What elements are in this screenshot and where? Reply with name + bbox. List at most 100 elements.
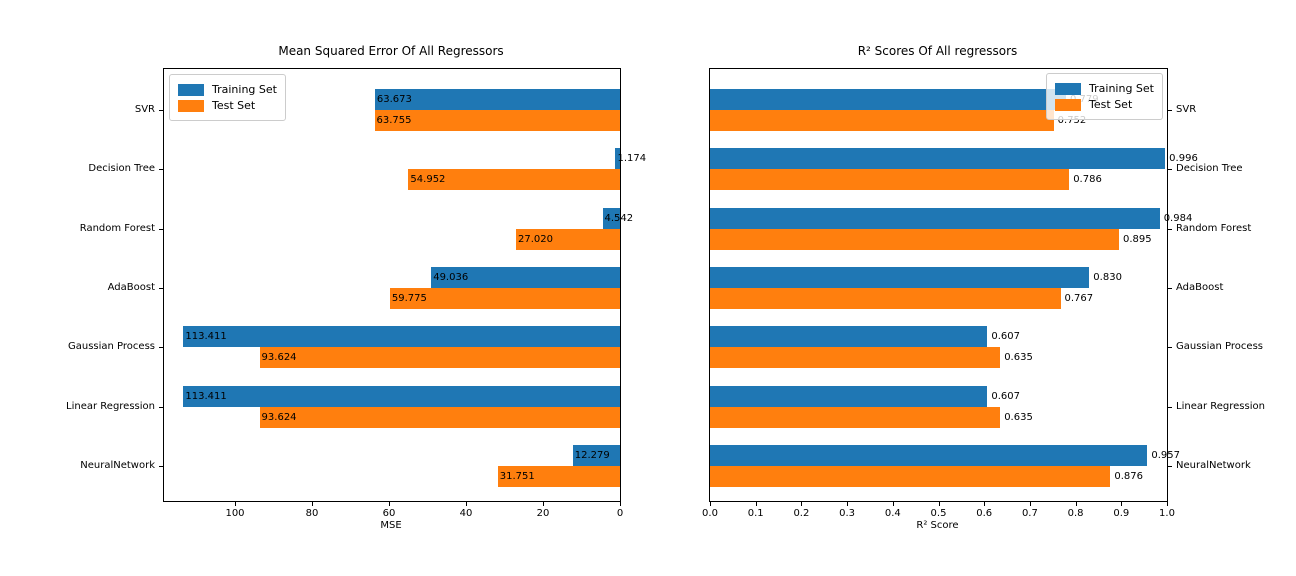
legend-item: Training Set (178, 83, 277, 96)
x-tick-mark (466, 502, 467, 506)
bar-training-set (183, 326, 620, 348)
x-tick-label: 0.6 (976, 508, 993, 519)
bar-test-set (710, 406, 1001, 428)
y-tick-label: Random Forest (1176, 222, 1252, 234)
value-label: 63.755 (376, 115, 412, 126)
value-label: 0.876 (1114, 470, 1143, 482)
value-label: 0.895 (1123, 233, 1152, 245)
value-label: 1.174 (617, 153, 647, 165)
x-tick-label: 40 (459, 508, 473, 519)
x-tick-label: 0.1 (747, 508, 764, 519)
legend-swatch (1055, 98, 1082, 111)
y-tick-label: Gaussian Process (68, 341, 155, 353)
bar-test-set (259, 406, 620, 428)
y-tick-mark (1168, 110, 1172, 111)
chart-title: Mean Squared Error Of All Regressors (278, 44, 504, 58)
x-tick-mark (312, 502, 313, 506)
value-label: 31.751 (499, 470, 535, 482)
legend-swatch (178, 99, 204, 112)
y-tick-mark (159, 110, 163, 111)
legend-item: Training Set (1055, 82, 1154, 95)
value-label: 0.607 (991, 390, 1021, 402)
value-label: 27.020 (517, 233, 553, 245)
y-tick-label: SVR (134, 104, 155, 115)
value-label: 0.786 (1073, 174, 1102, 186)
y-tick-label: Linear Regression (1176, 400, 1265, 412)
x-tick-label: 0.8 (1067, 508, 1084, 519)
bar-training-set (710, 148, 1166, 170)
bar-training-set (431, 266, 620, 288)
y-tick-label: Random Forest (79, 222, 155, 234)
x-tick-mark (1167, 502, 1168, 506)
x-tick-label: 60 (382, 508, 396, 519)
x-tick-mark (1029, 502, 1031, 506)
y-tick-mark (1168, 465, 1172, 467)
bar-test-set (710, 347, 1001, 369)
x-tick-label: 0.9 (1113, 508, 1130, 519)
y-tick-label: NeuralNetwork (80, 459, 155, 471)
bar-test-set (389, 287, 620, 309)
x-tick-label: 80 (305, 508, 319, 519)
x-tick-mark (543, 502, 544, 506)
bar-training-set (710, 326, 988, 348)
x-tick-mark (892, 502, 894, 506)
bar-training-set (710, 266, 1090, 288)
x-tick-mark (1121, 502, 1123, 506)
x-tick-mark (389, 502, 390, 506)
legend-label: Test Set (1089, 98, 1133, 111)
legend-label: Test Set (212, 99, 256, 112)
bar-training-set (710, 385, 988, 407)
x-tick-label: 0.4 (884, 508, 901, 519)
value-label: 0.635 (1004, 352, 1033, 364)
y-tick-mark (159, 228, 163, 230)
x-tick-label: 0.5 (930, 508, 947, 519)
legend-label: Training Set (1089, 82, 1154, 95)
y-tick-label: Decision Tree (88, 163, 155, 175)
value-label: 0.830 (1093, 271, 1122, 283)
y-tick-label: NeuralNetwork (1176, 459, 1251, 471)
y-tick-mark (1168, 406, 1172, 408)
y-tick-mark (159, 287, 163, 289)
x-tick-mark (710, 502, 711, 506)
x-tick-label: 0.0 (702, 508, 718, 519)
y-tick-mark (159, 347, 163, 349)
x-tick-label: 0 (616, 508, 624, 519)
bar-training-set (374, 89, 620, 110)
y-tick-mark (1168, 169, 1172, 171)
bar-test-set (710, 287, 1061, 309)
bar-training-set (183, 385, 620, 407)
x-tick-mark (938, 502, 940, 506)
y-tick-label: Linear Regression (66, 400, 155, 412)
bar-training-set (615, 148, 620, 170)
y-tick-mark (159, 465, 163, 467)
y-tick-mark (1168, 347, 1172, 349)
y-tick-label: Gaussian Process (1176, 341, 1263, 353)
x-tick-label: 0.7 (1021, 508, 1038, 519)
bar-test-set (259, 347, 620, 369)
x-tick-mark (1075, 502, 1077, 506)
value-label: 0.984 (1163, 212, 1193, 224)
bar-test-set (710, 169, 1070, 191)
value-label: 59.775 (391, 292, 427, 304)
bar-training-set (710, 444, 1148, 466)
bar-test-set (710, 110, 1054, 131)
x-tick-label: 0.2 (793, 508, 810, 519)
x-tick-label: 1.0 (1159, 508, 1175, 519)
value-label: 0.607 (991, 331, 1021, 343)
bar-test-set (710, 465, 1111, 487)
value-label: 0.996 (1169, 153, 1198, 165)
x-axis-label: R² Score (916, 520, 959, 531)
plot-area: 63.673 1.174 4.542 49.036 113.411 113.411 12.2… (66, 68, 646, 519)
value-label: 93.624 (261, 411, 297, 423)
legend-swatch (178, 83, 204, 96)
x-tick-mark (755, 502, 757, 506)
bar-test-set (408, 169, 620, 191)
x-tick-mark (984, 502, 986, 506)
legend: Training Set Test Set (169, 74, 286, 121)
bar-training-set (602, 207, 620, 229)
value-label: 54.952 (410, 174, 446, 186)
bar-test-set (497, 465, 620, 487)
